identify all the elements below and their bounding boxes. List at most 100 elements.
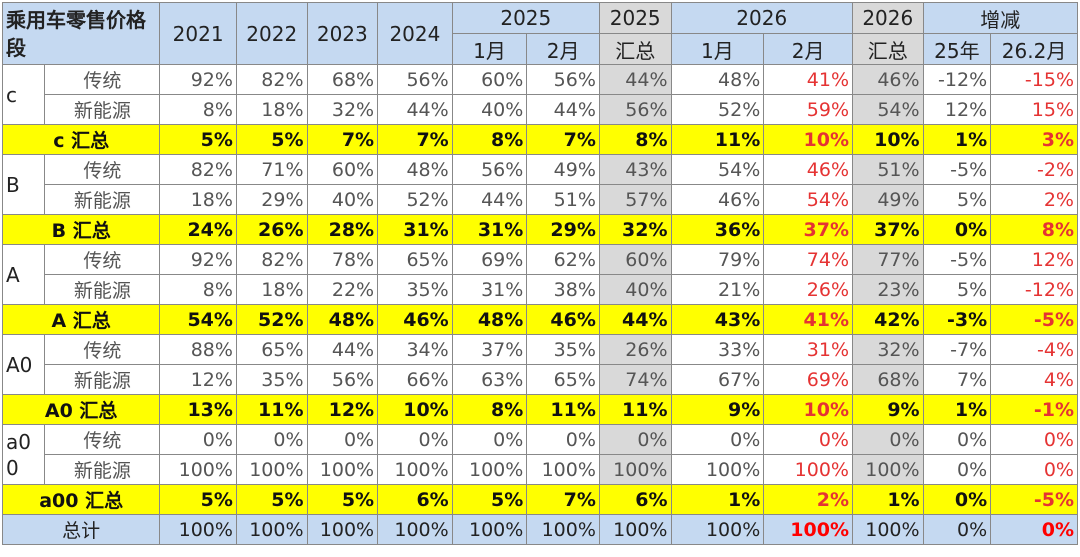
row-type: 新能源 [44,94,161,125]
summary-value: 42% [852,304,924,335]
value-cell: 63% [451,364,528,395]
value-cell: -4% [990,334,1078,365]
header-year: 2025 [451,2,600,34]
value-cell: 49% [526,154,600,185]
summary-value: 52% [235,304,308,335]
summary-value: 29% [526,214,600,245]
summary-value: 8% [990,214,1078,245]
header-total: 2026 [852,2,924,34]
summary-value: 13% [159,394,237,425]
value-cell: 31% [451,274,528,305]
summary-value: 10% [377,394,453,425]
header-total: 汇总 [598,33,672,65]
header-change-col: 26.2月 [990,33,1078,65]
header-month: 2月 [526,33,600,65]
summary-value: 28% [306,214,379,245]
value-cell: 5% [922,184,992,215]
header-month: 1月 [451,33,528,65]
value-cell: 78% [306,244,379,275]
value-cell: 0% [670,424,765,455]
summary-value: 46% [377,304,453,335]
value-cell: 0% [922,424,992,455]
value-cell: 26% [598,334,672,365]
value-cell: 12% [922,94,992,125]
value-cell: 8% [159,94,237,125]
group-label: A [1,244,46,305]
value-cell: -7% [922,334,992,365]
table-row: 新能源 8% 18% 22% 35% 31% 38% 40% 21% 26% 23% 5% -12% [3,274,1078,305]
value-cell: 35% [377,274,453,305]
value-cell: 69% [763,364,853,395]
group-label: a00 [1,424,46,485]
header-month: 2月 [763,33,853,65]
header-year: 2021 [159,2,237,65]
value-cell: 60% [451,64,528,95]
value-cell: 35% [526,334,600,365]
summary-value: 3% [990,124,1078,155]
total-value: 100% [670,514,765,545]
header-year: 2023 [306,2,379,65]
value-cell: 4% [990,364,1078,395]
summary-value: 37% [852,214,924,245]
summary-value: 8% [451,124,528,155]
header-total: 汇总 [852,33,924,65]
value-cell: 12% [990,244,1078,275]
value-cell: 82% [159,154,237,185]
summary-value: 12% [306,394,379,425]
total-value: 0% [990,514,1078,545]
summary-value: 7% [306,124,379,155]
row-type: 新能源 [44,454,161,485]
value-cell: 100% [451,454,528,485]
value-cell: 44% [598,64,672,95]
summary-value: 8% [451,394,528,425]
value-cell: 0% [763,424,853,455]
value-cell: 29% [235,184,308,215]
summary-value: -3% [922,304,992,335]
summary-value: 9% [852,394,924,425]
value-cell: 56% [451,154,528,185]
row-type: 传统 [44,424,161,455]
value-cell: 49% [852,184,924,215]
table-row: a00 汇总 5% 5% 5% 6% 5% 7% 6% 1% 2% 1% 0% -5% [1,484,1078,515]
value-cell: 82% [235,244,308,275]
value-cell: 40% [306,184,379,215]
value-cell: 82% [235,64,308,95]
value-cell: 0% [852,424,924,455]
value-cell: 21% [670,274,765,305]
value-cell: 46% [670,184,765,215]
value-cell: 74% [598,364,672,395]
value-cell: 0% [159,424,237,455]
summary-value: 2% [763,484,853,515]
summary-value: 0% [922,214,992,245]
value-cell: 56% [377,64,453,95]
value-cell: 0% [451,424,528,455]
summary-value: 5% [451,484,528,515]
value-cell: -2% [990,154,1078,185]
summary-value: -1% [990,394,1078,425]
summary-value: 44% [598,304,672,335]
value-cell: 44% [451,184,528,215]
summary-value: 1% [922,394,992,425]
value-cell: 62% [526,244,600,275]
value-cell: 0% [306,424,379,455]
value-cell: 43% [598,154,672,185]
row-type: 新能源 [44,364,161,395]
summary-value: 1% [922,124,992,155]
summary-value: 5% [306,484,379,515]
summary-value: 9% [670,394,765,425]
value-cell: 65% [526,364,600,395]
value-cell: 48% [670,64,765,95]
table-row: 新能源 100% 100% 100% 100% 100% 100% 100% 100% 100% 1… [3,454,1078,485]
value-cell: 56% [526,64,600,95]
total-value: 0% [922,514,992,545]
value-cell: 59% [763,94,853,125]
value-cell: 51% [526,184,600,215]
value-cell: 66% [377,364,453,395]
summary-value: 5% [235,484,308,515]
table-row: 新能源 18% 29% 40% 52% 44% 51% 57% 46% 54% 49% 5% 2% [3,184,1078,215]
summary-value: 43% [670,304,765,335]
value-cell: 34% [377,334,453,365]
value-cell: 35% [235,364,308,395]
value-cell: 100% [526,454,600,485]
